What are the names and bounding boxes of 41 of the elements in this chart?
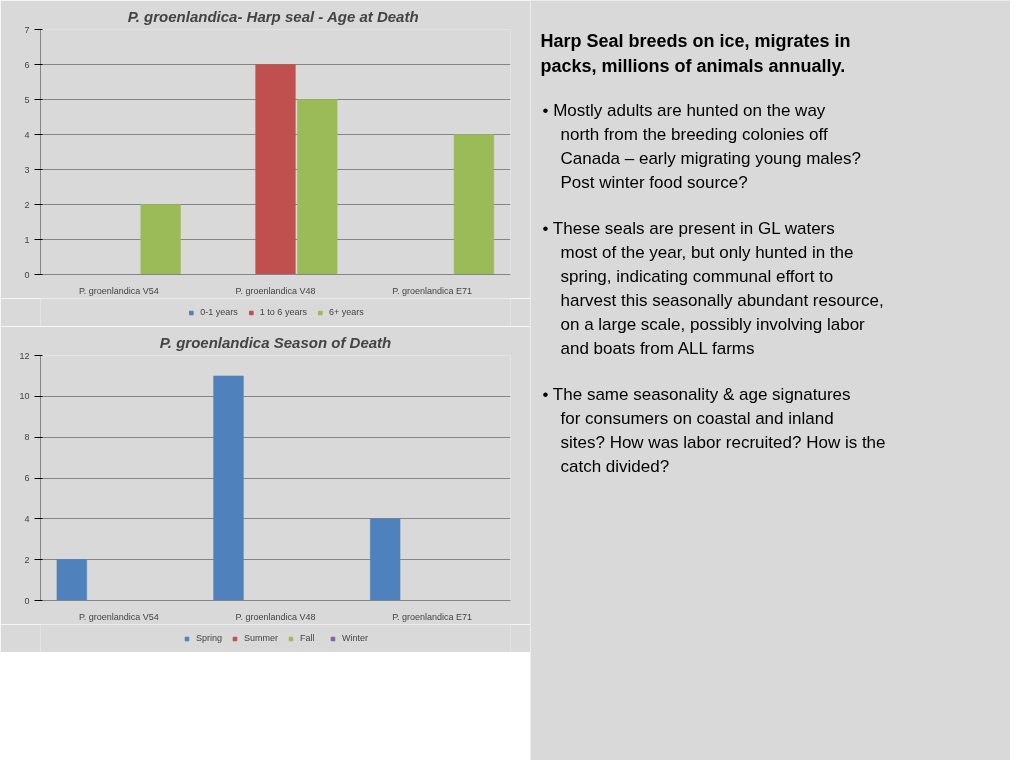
legend-label: Winter [342,633,369,643]
bar [56,559,87,601]
x-tick-label: P. groenlandica V48 [235,285,316,296]
text: • The same seasonality & age signatures for consumers on coastal and inland sites? How was labor recruited? How is the catch divided? [542,384,886,476]
bar [213,375,244,601]
legend-label: Summer [243,633,279,643]
y-tick-label: 4 [24,129,30,140]
x-tick-label: P. groenlandica V54 [78,611,159,622]
x-tick-label: P. groenlandica E71 [392,285,473,296]
y-tick-label: 6 [24,473,30,483]
bar [255,64,296,275]
text: Harp Seal breeds on ice, migrates in packs, millions of animals annually. [540,30,851,76]
legend-label: 0-1 years [200,307,238,317]
y-tick-label: 3 [24,164,30,175]
y-tick-label: 1 [24,234,30,245]
legend-label: 6+ years [328,307,364,317]
legend-label: Spring [195,633,222,643]
y-tick-label: 6 [24,59,30,70]
text: • Mostly adults are hunted on the way north from the breeding colonies off Canada – early migrating young males? Post winter food source? [542,100,862,192]
bar [370,518,401,601]
y-tick-label: 0 [24,269,30,280]
legend-label: Fall [300,633,316,643]
y-tick-label: 5 [24,94,30,105]
y-tick-label: 0 [24,595,30,606]
bar [453,134,495,275]
chart-title: P. groenlandica- Harp seal - Age at Death [127,7,419,25]
y-tick-label: 4 [24,513,30,524]
bar [140,204,181,275]
x-tick-label: P. groenlandica E71 [392,611,473,622]
y-tick-label: 2 [24,554,30,565]
y-tick-label: 7 [24,24,30,35]
x-tick-label: P. groenlandica V54 [78,285,159,296]
bar [297,99,338,275]
text: • These seals are present in GL waters most of the year, but only hunted in the spring, indicating communal effort to harvest this seasonally abundant resource, on a large scale, possibly involving labor and boats from ALL farms [542,218,884,358]
x-tick-label: P. groenlandica V48 [235,611,316,622]
legend-label: 1 to 6 years [259,307,307,317]
y-tick-label: 8 [24,432,30,443]
y-tick-label: 12 [19,350,30,361]
chart-title: P. groenlandica Season of Death [159,333,392,351]
y-tick-label: 10 [19,391,30,402]
y-tick-label: 2 [24,199,30,210]
